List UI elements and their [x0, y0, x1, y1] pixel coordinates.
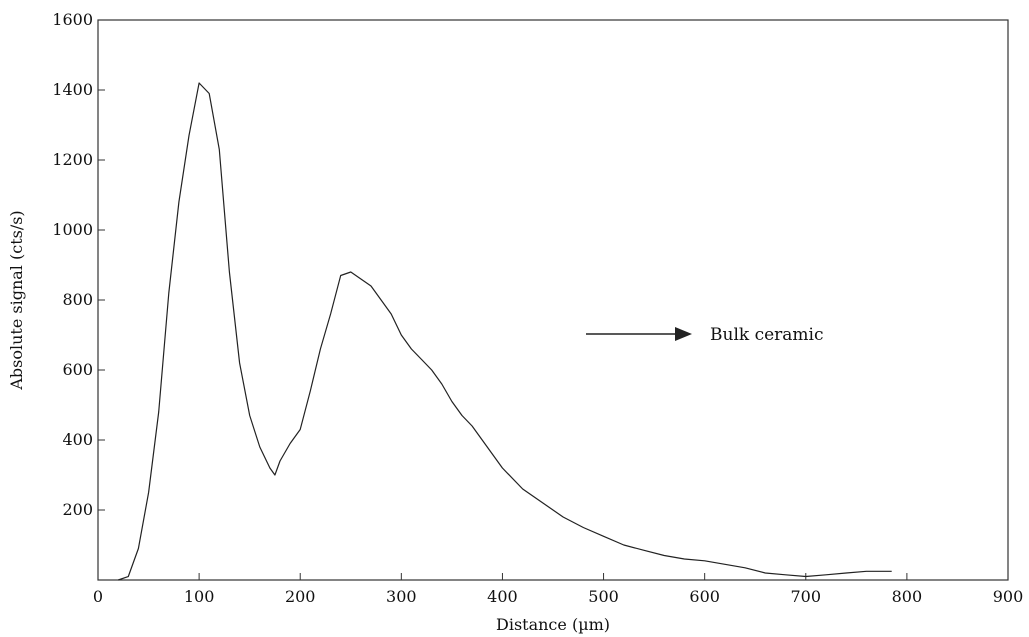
y-tick-label: 600: [62, 360, 93, 379]
x-axis-label: Distance (µm): [496, 615, 610, 634]
x-tick-label: 400: [487, 587, 518, 606]
signal-line: [118, 82, 892, 581]
y-tick-label: 800: [62, 290, 93, 309]
y-axis-label: Absolute signal (cts/s): [7, 210, 26, 390]
y-tick-label: 200: [62, 500, 93, 519]
x-tick-label: 200: [285, 587, 316, 606]
annotation-arrowhead: [675, 327, 692, 341]
x-tick-label: 300: [386, 587, 417, 606]
y-tick-label: 1600: [52, 10, 93, 29]
annotation-bulk-ceramic: Bulk ceramic: [710, 325, 824, 345]
y-tick-label: 1400: [52, 80, 93, 99]
x-tick-label: 0: [93, 587, 103, 606]
plot-frame: [97, 19, 1009, 581]
x-tick-label: 600: [689, 587, 720, 606]
tick-group: 0 100 200 300 400 500 600 700 800 900 200 400 600 800…: [52, 10, 1023, 606]
x-tick-label: 900: [993, 587, 1024, 606]
x-tick-label: 700: [791, 587, 822, 606]
bulk-ceramic-annotation: Bulk ceramic: [586, 325, 824, 345]
y-tick-label: 1000: [52, 220, 93, 239]
y-tick-label: 1200: [52, 150, 93, 169]
y-tick-label: 400: [62, 430, 93, 449]
x-tick-label: 100: [184, 587, 215, 606]
x-tick-label: 500: [588, 587, 619, 606]
x-tick-label: 800: [892, 587, 923, 606]
